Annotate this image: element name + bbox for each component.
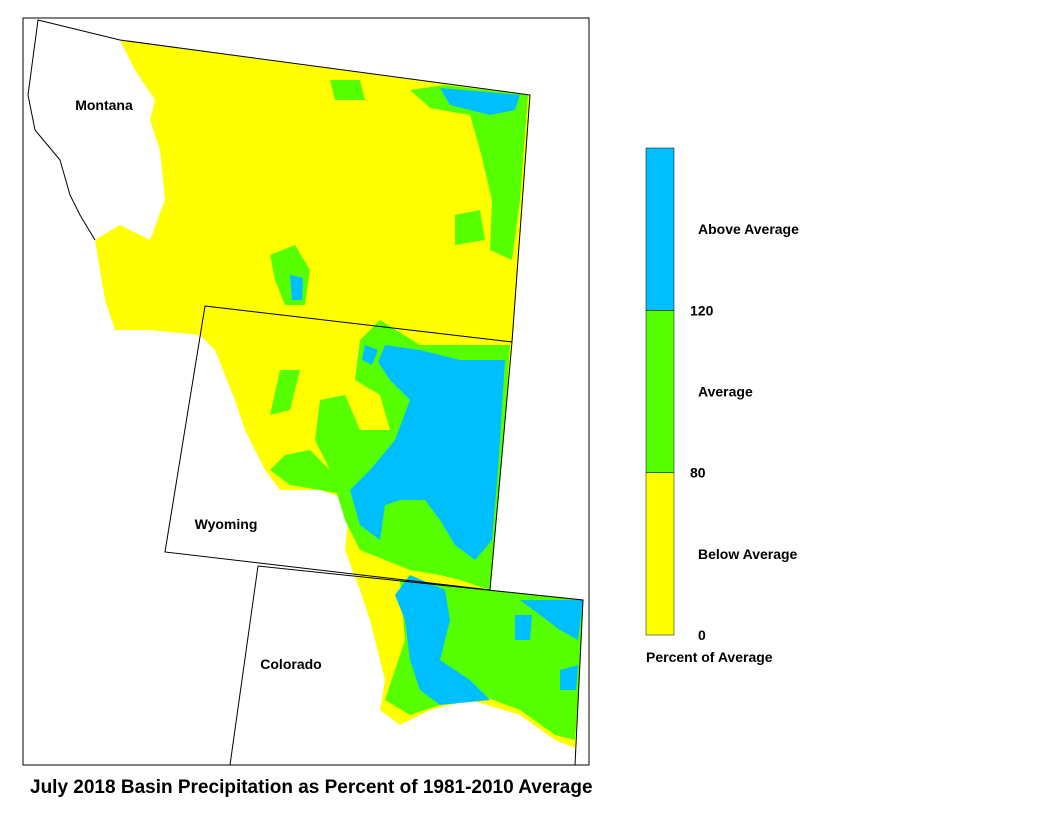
basin-above (290, 88, 583, 705)
legend-class-label: Average (698, 384, 753, 400)
legend-class-label: Below Average (698, 546, 798, 562)
state-label: Wyoming (195, 516, 258, 532)
precip-map (95, 40, 583, 748)
legend-title: Percent of Average (646, 649, 773, 665)
legend-break-label: 0 (698, 627, 706, 643)
map-title: July 2018 Basin Precipitation as Percent… (30, 777, 593, 798)
state-outlines (27, 19, 584, 766)
legend: Below Average Average Above Average 0 80 120 (645, 147, 799, 643)
state-label: Montana (75, 97, 133, 113)
legend-break-label: 120 (690, 302, 714, 318)
legend-break-label: 80 (690, 465, 706, 481)
legend-swatch (645, 310, 675, 473)
legend-swatch (645, 472, 675, 636)
montana-outline (27, 19, 121, 241)
colorado-outline (229, 565, 584, 766)
legend-swatch (645, 147, 675, 311)
legend-class-label: Above Average (698, 221, 799, 237)
state-label: Colorado (260, 656, 321, 672)
montana-east (119, 39, 531, 343)
